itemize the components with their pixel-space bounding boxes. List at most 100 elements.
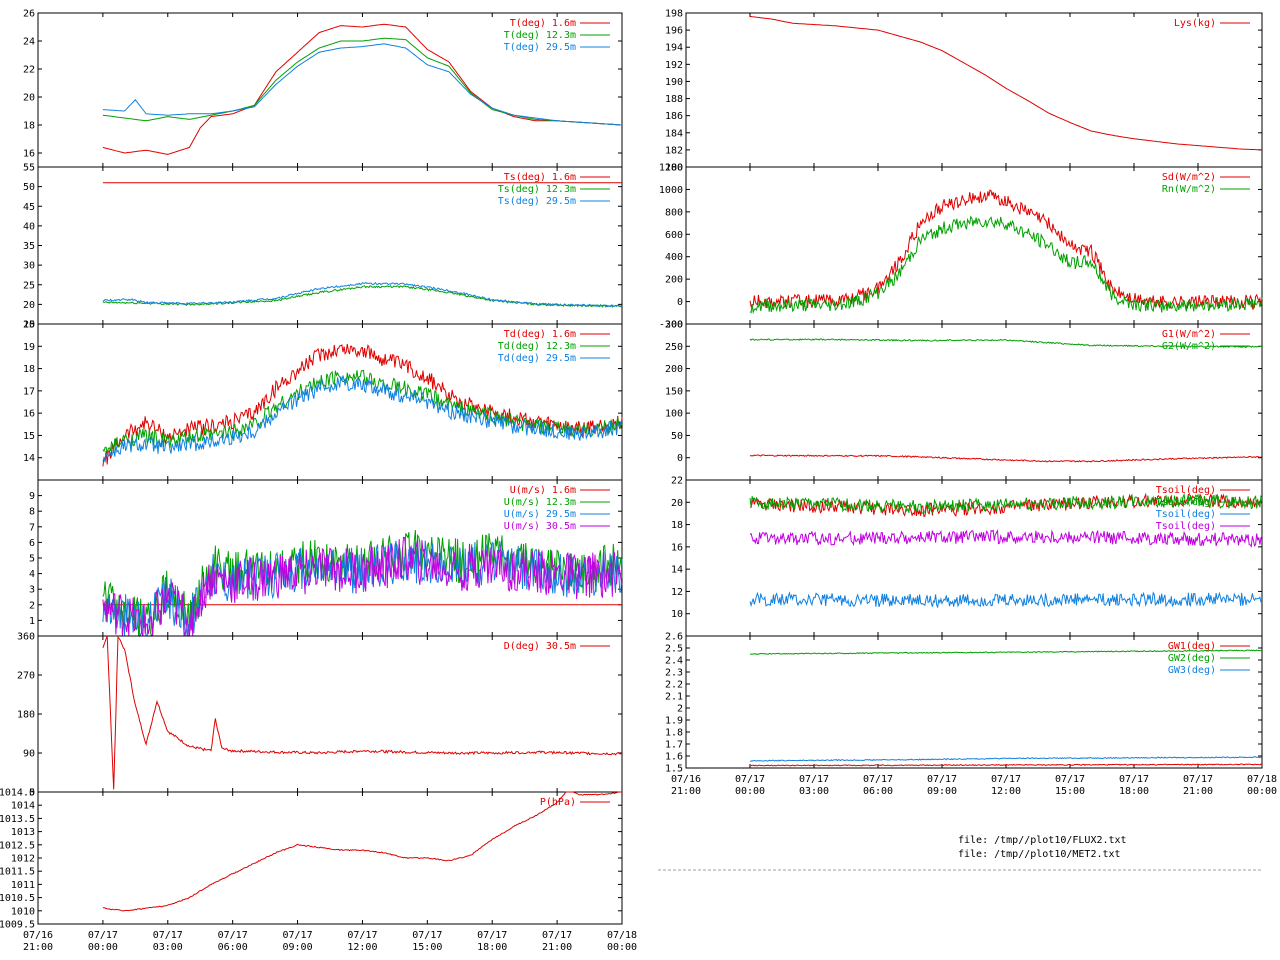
series-line (102, 37, 623, 126)
chart-panel-4: 1 2 3 4 5 6 7 8 9 U(m/s) 1.6mU(m/s) 12.3mU(m/s) 2… (29, 479, 623, 638)
legend-label: U(m/s) 29.5m (504, 509, 576, 520)
y-tick-label: 1014 (11, 801, 35, 812)
x-tick-time: 12:00 (347, 942, 377, 953)
y-tick-label: 20 (671, 498, 683, 509)
legend-label: Lys(kg) (1174, 18, 1216, 29)
x-tick-date: 07/18 (607, 930, 637, 941)
x-tick-date: 07/16 (23, 930, 53, 941)
y-tick-label: 198 (665, 9, 683, 20)
series-line (102, 791, 622, 912)
y-tick-label: 180 (17, 710, 35, 721)
legend-label: Sd(W/m^2) (1162, 172, 1216, 183)
x-tick-date: 07/17 (799, 774, 829, 785)
y-tick-label: 196 (665, 26, 683, 37)
y-tick-label: 20 (23, 93, 35, 104)
chart-panel-9: 0 50 100 150 200 250 300 G1(W/m^2)G2(W/m^2) (665, 320, 1263, 481)
x-tick-time: 09:00 (927, 786, 957, 797)
y-tick-label: 1 (29, 616, 35, 627)
legend-label: Td(deg) 1.6m (504, 329, 576, 340)
y-tick-label: 600 (665, 230, 683, 241)
legend-label: Rn(W/m^2) (1162, 184, 1216, 195)
series-line (102, 43, 623, 126)
x-tick-date: 07/17 (153, 930, 183, 941)
legend-label: Tsoil(deg) (1156, 521, 1216, 532)
x-tick-date: 07/17 (477, 930, 507, 941)
y-tick-label: 188 (665, 94, 683, 105)
series-line (102, 635, 623, 790)
x-tick-time: 00:00 (88, 942, 118, 953)
y-tick-label: 15 (23, 320, 35, 331)
x-tick-date: 07/17 (218, 930, 248, 941)
x-tick-time: 09:00 (283, 942, 313, 953)
y-tick-label: 16 (23, 149, 35, 160)
y-tick-label: 12 (671, 587, 683, 598)
y-tick-label: 1.9 (665, 716, 683, 727)
y-tick-label: 150 (665, 386, 683, 397)
series-line (749, 492, 1263, 514)
x-tick-date: 07/17 (1055, 774, 1085, 785)
y-tick-label: 184 (665, 128, 683, 139)
y-tick-label: 250 (665, 342, 683, 353)
x-tick-time: 03:00 (153, 942, 183, 953)
y-tick-label: 50 (23, 182, 35, 193)
plot-frame (37, 635, 623, 793)
y-tick-label: 15 (23, 431, 35, 442)
x-tick-date: 07/17 (1183, 774, 1213, 785)
y-tick-label: 20 (23, 300, 35, 311)
y-tick-label: 0 (29, 788, 35, 799)
y-tick-label: 1011 (11, 880, 35, 891)
legend-label: Tsoil(deg) (1156, 509, 1216, 520)
series-line (749, 338, 1263, 348)
y-tick-label: 100 (665, 409, 683, 420)
x-tick-time: 21:00 (23, 942, 53, 953)
y-tick-label: 14 (671, 565, 683, 576)
chart-panel-8: -200 0 200 400 600 800 1000 1200 Sd(W/m^2)Rn(W/m… (659, 163, 1263, 331)
y-tick-label: 30 (23, 261, 35, 272)
y-tick-label: 90 (23, 749, 35, 760)
series-line (102, 536, 623, 637)
y-tick-label: 18 (23, 121, 35, 132)
legend-label: Td(deg) 29.5m (498, 353, 576, 364)
x-tick-time: 15:00 (1055, 786, 1085, 797)
x-tick-time: 12:00 (991, 786, 1021, 797)
y-tick-label: 45 (23, 202, 35, 213)
x-tick-time: 21:00 (542, 942, 572, 953)
x-tick-date: 07/17 (283, 930, 313, 941)
legend-label: U(m/s) 30.5m (504, 521, 576, 532)
y-tick-label: 3 (29, 585, 35, 596)
series-line (102, 540, 623, 638)
y-tick-label: 1013 (11, 827, 35, 838)
x-tick-date: 07/17 (735, 774, 765, 785)
y-tick-label: 1011.5 (0, 867, 35, 878)
chart-panel-1: 16 18 20 22 24 26 T(deg) 1.6mT(deg) 12.3mT(deg… (23, 9, 623, 168)
x-axis-labels: 07/1621:0007/1700:0007/1703:0007/1706:00… (23, 930, 637, 953)
y-tick-label: 2.1 (665, 692, 683, 703)
x-tick-time: 18:00 (1119, 786, 1149, 797)
legend-label: D(deg) 30.5m (504, 641, 576, 652)
chart-panel-11: 1.51.61.71.81.922.12.22.32.42.52.6 GW1(de… (665, 632, 1263, 775)
y-tick-label: 9 (29, 491, 35, 502)
y-tick-label: 20 (23, 320, 35, 331)
y-tick-label: 24 (23, 37, 35, 48)
x-tick-time: 15:00 (412, 942, 442, 953)
x-tick-date: 07/16 (671, 774, 701, 785)
y-tick-label: 1.7 (665, 740, 683, 751)
y-tick-label: 1014.5 (0, 788, 35, 799)
file-path-label: file: /tmp//plot10/MET2.txt (958, 849, 1121, 860)
series-line (102, 281, 623, 308)
legend-label: U(m/s) 12.3m (504, 497, 576, 508)
y-tick-label: 182 (665, 145, 683, 156)
y-tick-label: 2.3 (665, 668, 683, 679)
y-tick-label: 186 (665, 111, 683, 122)
legend-label: Ts(deg) 29.5m (498, 196, 576, 207)
x-tick-date: 07/17 (542, 930, 572, 941)
y-tick-label: 270 (17, 671, 35, 682)
legend-label: Td(deg) 12.3m (498, 341, 576, 352)
legend-label: Ts(deg) 12.3m (498, 184, 576, 195)
y-tick-label: 0 (677, 297, 683, 308)
x-tick-date: 07/17 (927, 774, 957, 785)
legend-label: P(hPa) (540, 797, 576, 808)
y-tick-label: 7 (29, 522, 35, 533)
series-line (749, 591, 1263, 609)
